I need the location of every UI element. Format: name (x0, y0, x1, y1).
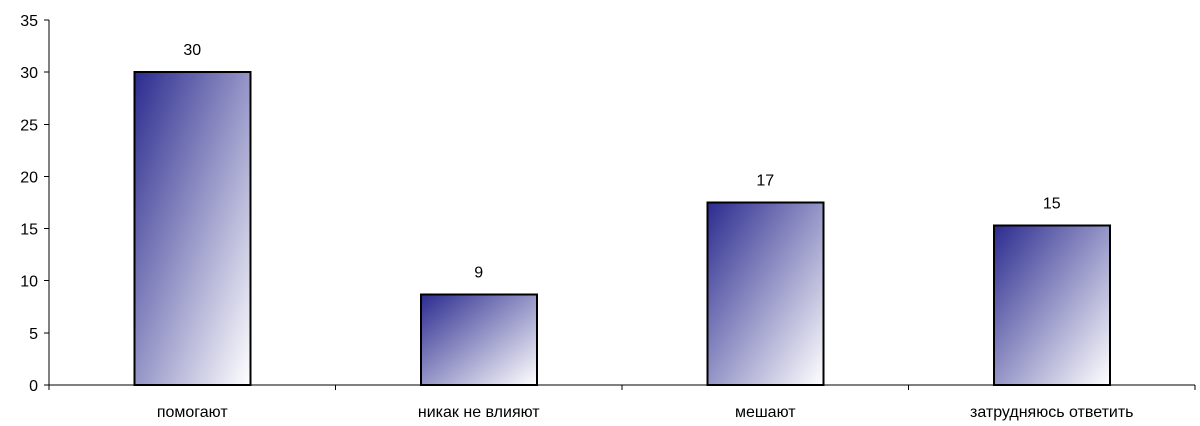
y-tick-label: 35 (20, 13, 38, 30)
x-category-label: мешают (735, 404, 796, 421)
y-tick-label: 30 (20, 65, 38, 82)
y-tick-label: 10 (20, 274, 38, 291)
x-category-label: затрудняюсь ответить (970, 404, 1134, 421)
data-label: 30 (183, 42, 201, 59)
y-tick-label: 15 (20, 222, 38, 239)
bar (133, 71, 252, 387)
x-category-label: никак не влияют (418, 404, 540, 421)
data-label: 15 (1043, 195, 1061, 212)
bar (706, 201, 825, 386)
category-labels: помогают никак не влияют мешают затрудняюсь… (157, 404, 1134, 421)
y-tick-label: 25 (20, 117, 38, 134)
bar (419, 293, 538, 386)
y-tick-label: 0 (29, 378, 38, 395)
data-label: 9 (474, 264, 483, 281)
data-labels: 30 9 17 15 (183, 42, 1060, 281)
y-tick-label: 20 (20, 169, 38, 186)
y-tick-label: 5 (29, 326, 38, 343)
x-category-label: помогают (157, 404, 228, 421)
data-label: 17 (756, 173, 774, 190)
y-axis: 0 5 10 15 20 25 30 35 (20, 13, 50, 395)
bars (133, 71, 1111, 387)
bar (992, 224, 1111, 386)
